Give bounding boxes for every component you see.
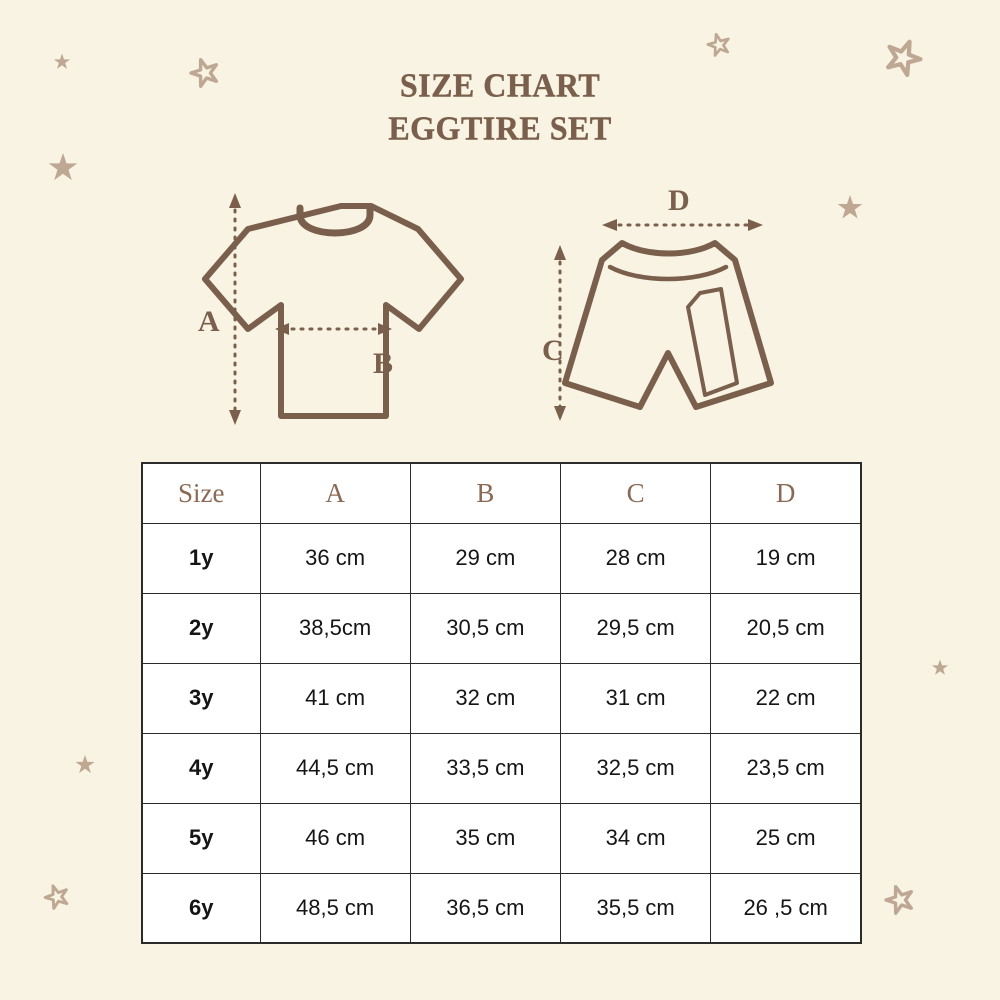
svg-text:A: A — [198, 305, 220, 338]
svg-text:C: C — [542, 334, 564, 367]
svg-text:D: D — [668, 185, 690, 217]
svg-text:B: B — [373, 347, 393, 380]
